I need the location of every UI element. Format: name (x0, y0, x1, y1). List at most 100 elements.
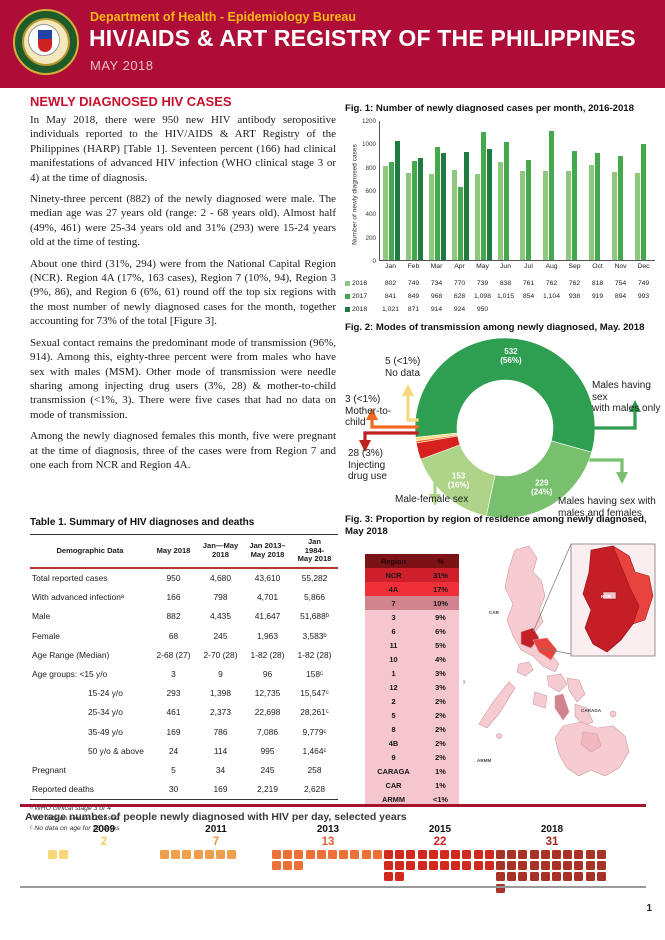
fig1-bar-group (449, 121, 472, 260)
waffle-square (451, 861, 461, 871)
callout-mother-to-child: 3 (<1%) Mother-to- child (345, 394, 392, 429)
table1-row-label: 25-34 y/o (88, 707, 123, 718)
fig1-monthly-cases-chart: Fig. 1: Number of newly diagnosed cases … (345, 103, 661, 319)
region-pct: 31% (433, 570, 448, 580)
fig1-legend-value: 628 (453, 293, 466, 300)
table1-row-label: With advanced infectionᵃ (32, 592, 125, 603)
fig1-bar-2016 (635, 172, 641, 260)
waffle-square (551, 861, 561, 871)
waffle-square (585, 850, 595, 859)
table1-cell: 5 (171, 764, 176, 775)
table1-cell: 96 (262, 669, 273, 680)
fig1-month-label: Jul (524, 263, 533, 270)
region-pct: 2% (435, 724, 446, 734)
fig1-bar-2017 (641, 144, 647, 260)
region-pct: 2% (435, 696, 446, 706)
table1-cell: 2,373 (210, 707, 231, 718)
fig1-legend-value: 749 (407, 280, 420, 287)
fig1-legend-value (540, 306, 563, 313)
region-pct: 3% (435, 682, 446, 692)
fig1-month-label: Sep (568, 263, 581, 270)
waffle-square (384, 861, 393, 871)
region-row: 11 5% (365, 638, 459, 652)
waffle-square (563, 872, 573, 882)
paragraph-pregnant: Among the newly diagnosed females this m… (30, 430, 336, 471)
waffle-square (484, 850, 494, 859)
table1-cell: 786 (213, 726, 228, 737)
fig1-bar-2017 (549, 131, 555, 260)
region-percentage-table: Region% NCR 31% 4A 17% 7 10% 3 9% 6 6% 11 5% 10 4% 1 3% 1… (365, 554, 459, 806)
table1-row: 35-49 y/o 169 786 7,086 9,779ᶜ (30, 722, 338, 741)
fig1-bar-2018 (440, 153, 446, 260)
fig1-month-label: Nov (614, 263, 627, 270)
table1-cell: 950 (166, 573, 181, 584)
table1-row: Male 882 4,435 41,647 51,688ᵇ (30, 607, 338, 626)
waffle-square (473, 850, 483, 859)
table1-cell: 798 (213, 592, 228, 603)
region-pct: 10% (433, 598, 448, 608)
fig1-bar-2017 (526, 160, 532, 260)
waffle-grid (160, 850, 272, 861)
region-name: 7 (391, 598, 396, 608)
doh-seal-logo (13, 9, 79, 75)
fig1-bar-2017 (457, 186, 463, 260)
page-header: Department of Health - Epidemiology Bure… (0, 0, 665, 88)
fig1-legend-value: 754 (614, 280, 627, 287)
waffle-count: 31 (545, 836, 559, 848)
fig1-bar-2016 (612, 172, 618, 260)
waffle-square (384, 850, 393, 859)
paragraph-transmission: Sexual contact remains the predominant m… (30, 336, 336, 421)
waffle-square (574, 861, 584, 871)
region-header-label: Region (380, 556, 407, 566)
fig1-y-tick: 0 (372, 258, 376, 265)
callout-msm-only: Males having sex with males only (592, 380, 661, 415)
fig1-bar-2017 (503, 141, 509, 260)
waffle-square (551, 872, 561, 882)
region-pct: 3% (435, 668, 446, 678)
fig1-legend-value (494, 306, 517, 313)
fig1-legend-value: 854 (522, 293, 535, 300)
philippines-map: CAR CARAGA ARMM NCR (463, 543, 656, 777)
fig1-legend-year: 2018 (352, 306, 368, 313)
table1-header-cell: Jan—May 2018 (197, 534, 244, 569)
region-name: 6 (391, 626, 396, 636)
paragraph-demographics: Ninety-three percent (882) of the newly … (30, 193, 336, 249)
waffle-square (395, 861, 405, 871)
fig1-legend-value: 950 (476, 306, 489, 313)
fig1-bar-2017 (595, 152, 601, 260)
table1-cell: 1,963 (257, 630, 278, 641)
table1-cell: 114 (213, 745, 228, 756)
fig1-legend-value: 871 (407, 306, 420, 313)
fig1-legend-value: 919 (591, 293, 604, 300)
waffle-group-2018: 2018 31 (496, 824, 608, 895)
table1-row: Reported deaths 30 169 2,219 2,628 (30, 780, 338, 800)
waffle-square (496, 861, 505, 871)
region-row: 10 4% (365, 652, 459, 666)
fig1-bar-2017 (618, 155, 624, 260)
waffle-square (59, 850, 69, 859)
fig1-bar-group (403, 121, 426, 260)
table1-row-label: 50 y/o & above (88, 745, 144, 756)
region-name: CARAGA (377, 766, 410, 776)
region-pct: 5% (435, 640, 446, 650)
waffle-square (518, 872, 528, 882)
table1-cell: 68 (168, 630, 179, 641)
fig1-legend-swatch (345, 307, 350, 312)
waffle-square (585, 861, 595, 871)
daily-average-waffles: 2009 2 2011 7 2013 13 2015 22 2018 31 (48, 824, 628, 895)
table1-row-label: Age groups: <15 y/o (32, 669, 108, 680)
fig1-month-label: Mar (430, 263, 443, 270)
table1-row-label: Male (32, 611, 51, 622)
fig1-legend-value: 938 (568, 293, 581, 300)
waffle-square (204, 850, 214, 859)
waffle-square (439, 850, 449, 859)
table1-cell: 245 (260, 764, 275, 775)
waffle-square (507, 861, 517, 871)
donut-chart: 532(56%) 229(24%) 153(16%) (359, 337, 641, 519)
waffle-group-2011: 2011 7 (160, 824, 272, 895)
table1-cell: 15,547ᶜ (300, 688, 329, 699)
region-row: 8 2% (365, 722, 459, 736)
table1-cell: 3,583ᵇ (302, 630, 327, 641)
fig3-title: Fig. 3: Proportion by region of residenc… (345, 514, 647, 537)
table1-row: 25-34 y/o 461 2,373 22,698 28,261ᶜ (30, 703, 338, 722)
